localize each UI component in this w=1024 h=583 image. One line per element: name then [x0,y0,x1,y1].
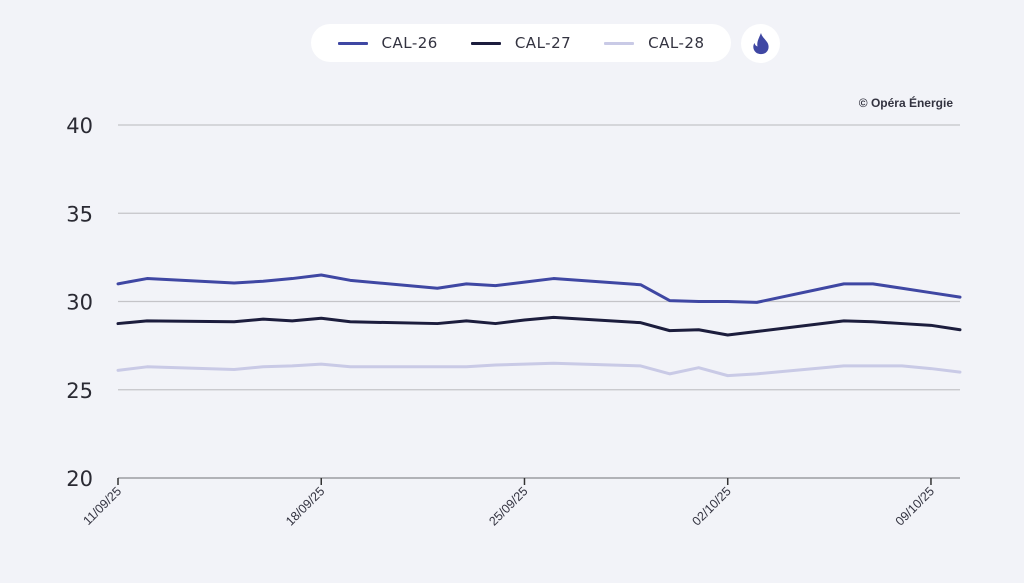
x-tick-label: 25/09/25 [486,484,530,528]
series-line-cal-26[interactable] [116,273,962,304]
x-axis: 11/09/25 18/09/25 25/09/25 02/10/25 09/10/25 [80,477,960,529]
x-tick-label: 02/10/25 [690,484,734,528]
copyright-text: © Opéra Énergie [858,96,953,110]
energy-type-button[interactable] [741,24,780,63]
legend-label: CAL-26 [381,34,438,52]
legend-swatch-cal-26 [337,41,368,45]
legend-swatch-cal-27 [470,41,501,45]
y-tick-label: 30 [66,291,93,315]
y-axis-ticks: 20 25 30 35 40 [66,114,93,491]
grid-lines [118,124,960,391]
y-tick-label: 35 [66,202,93,226]
y-tick-label: 25 [66,379,93,403]
chart-legend: CAL-26 CAL-27 CAL-28 [311,24,731,62]
legend-item-cal-26[interactable]: CAL-26 [337,34,438,52]
y-tick-label: 40 [66,114,93,138]
legend-item-cal-27[interactable]: CAL-27 [470,34,572,52]
series-lines [116,273,962,378]
y-tick-label: 20 [66,467,93,491]
series-line-cal-27[interactable] [116,315,962,337]
x-tick-label: 09/10/25 [893,484,937,528]
flame-icon [752,32,769,54]
legend-item-cal-28[interactable]: CAL-28 [604,34,704,52]
legend-swatch-cal-28 [604,41,635,45]
legend-label: CAL-27 [514,34,572,52]
series-line-cal-28[interactable] [116,361,962,378]
legend-label: CAL-28 [648,34,705,52]
x-tick-label: 18/09/25 [283,484,327,528]
